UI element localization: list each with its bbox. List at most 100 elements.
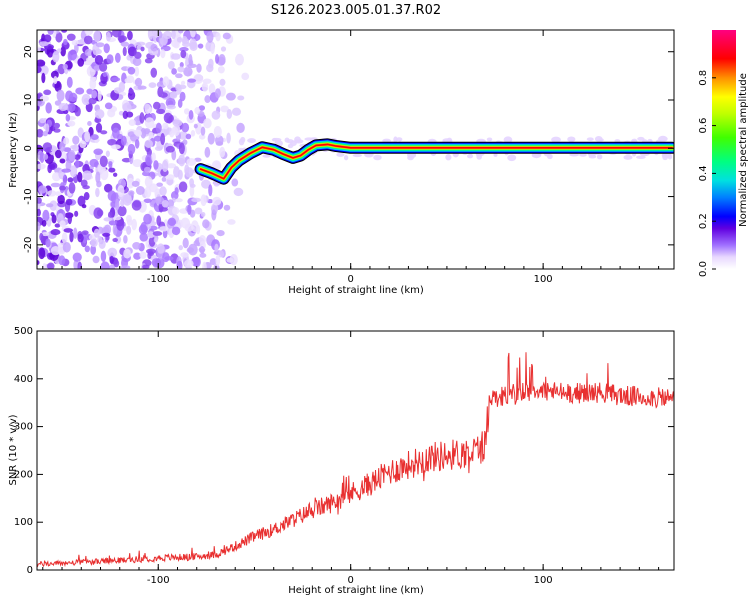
- noise-blob: [144, 57, 153, 64]
- noise-blob: [100, 261, 110, 269]
- noise-blob: [189, 185, 195, 198]
- noise-blob: [128, 190, 135, 196]
- noise-blob: [183, 66, 193, 77]
- noise-blob: [160, 132, 166, 145]
- noise-blob: [155, 122, 162, 134]
- noise-blob: [111, 144, 121, 150]
- noise-blob: [227, 219, 236, 225]
- noise-blob: [238, 147, 245, 152]
- noise-blob: [181, 41, 191, 47]
- noise-blob: [180, 252, 189, 258]
- noise-blob: [126, 218, 133, 226]
- noise-blob: [39, 151, 45, 163]
- noise-blob: [103, 183, 113, 193]
- noise-blob: [176, 260, 183, 269]
- noise-blob: [167, 217, 177, 227]
- noise-blob: [37, 201, 41, 212]
- noise-blob: [120, 135, 127, 146]
- noise-blob: [217, 66, 225, 74]
- noise-blob: [74, 106, 81, 117]
- noise-blob: [50, 182, 61, 188]
- noise-blob: [45, 238, 51, 248]
- noise-blob: [77, 171, 83, 183]
- noise-blob: [44, 123, 50, 134]
- noise-blob: [153, 160, 159, 170]
- noise-blob: [187, 204, 192, 215]
- noise-blob: [200, 211, 206, 217]
- noise-blob: [49, 163, 56, 169]
- noise-blob: [89, 78, 97, 90]
- noise-blob: [37, 197, 42, 204]
- noise-blob: [226, 108, 233, 120]
- noise-blob: [49, 126, 56, 131]
- noise-blob: [161, 176, 167, 182]
- noise-blob: [637, 136, 645, 141]
- noise-blob: [507, 154, 517, 162]
- noise-blob: [156, 215, 162, 226]
- noise-blob: [179, 47, 189, 52]
- noise-blob: [131, 218, 137, 231]
- noise-blob: [140, 46, 145, 52]
- noise-blob: [67, 177, 74, 183]
- noise-blob: [95, 171, 101, 184]
- y-tick-label: 0: [27, 565, 33, 576]
- noise-blob: [102, 72, 108, 78]
- noise-blob: [172, 207, 180, 215]
- noise-blob: [147, 30, 154, 40]
- y-tick-label: 10: [23, 94, 34, 107]
- noise-blob: [147, 251, 154, 257]
- noise-blob: [173, 166, 180, 178]
- noise-blob: [74, 154, 81, 161]
- noise-blob: [88, 97, 97, 105]
- noise-blob: [113, 259, 120, 268]
- colorbar-tick-label: 0.6: [698, 118, 709, 134]
- noise-blob: [493, 152, 498, 157]
- noise-blob: [225, 92, 236, 101]
- noise-blob: [58, 255, 66, 266]
- noise-blob: [90, 238, 98, 248]
- noise-blob: [352, 153, 362, 158]
- noise-blob: [75, 87, 85, 95]
- noise-blob: [150, 43, 158, 52]
- snr-frame: [36, 330, 675, 571]
- noise-blob: [202, 219, 210, 229]
- noise-blob: [107, 108, 116, 118]
- noise-blob: [240, 136, 246, 143]
- noise-blob: [171, 68, 177, 75]
- noise-blob: [569, 153, 580, 157]
- noise-blob: [57, 194, 65, 205]
- noise-blob: [127, 143, 136, 155]
- noise-blob: [84, 48, 93, 57]
- noise-blob: [286, 139, 294, 144]
- noise-blob: [128, 88, 134, 94]
- noise-blob: [198, 134, 206, 140]
- noise-blob: [233, 187, 244, 197]
- noise-blob: [81, 230, 89, 235]
- noise-blob: [159, 226, 169, 232]
- noise-blob: [67, 120, 76, 127]
- y-tick-label: 500: [14, 326, 33, 337]
- x-tick-label: 100: [534, 274, 553, 285]
- noise-blob: [103, 217, 113, 222]
- noise-blob: [142, 264, 150, 269]
- noise-blob: [37, 208, 41, 217]
- noise-blob: [65, 114, 71, 122]
- noise-blob: [152, 101, 161, 110]
- noise-blob: [204, 95, 211, 104]
- noise-blob: [199, 252, 207, 258]
- noise-blob: [209, 258, 217, 266]
- noise-blob: [150, 67, 158, 78]
- figure-title: S126.2023.005.01.37.R02: [271, 3, 441, 18]
- noise-blob: [83, 35, 93, 45]
- noise-blob: [191, 197, 202, 203]
- noise-blob: [109, 255, 114, 264]
- noise-blob: [118, 81, 126, 93]
- noise-blob: [122, 102, 132, 113]
- spectrogram-y-label: Frequency (Hz): [8, 112, 19, 188]
- noise-blob: [87, 120, 92, 127]
- noise-blob: [53, 122, 61, 129]
- signal-track-layer-6: [199, 143, 673, 180]
- noise-blob: [120, 265, 131, 269]
- noise-blob: [81, 94, 91, 106]
- noise-blob: [175, 84, 180, 92]
